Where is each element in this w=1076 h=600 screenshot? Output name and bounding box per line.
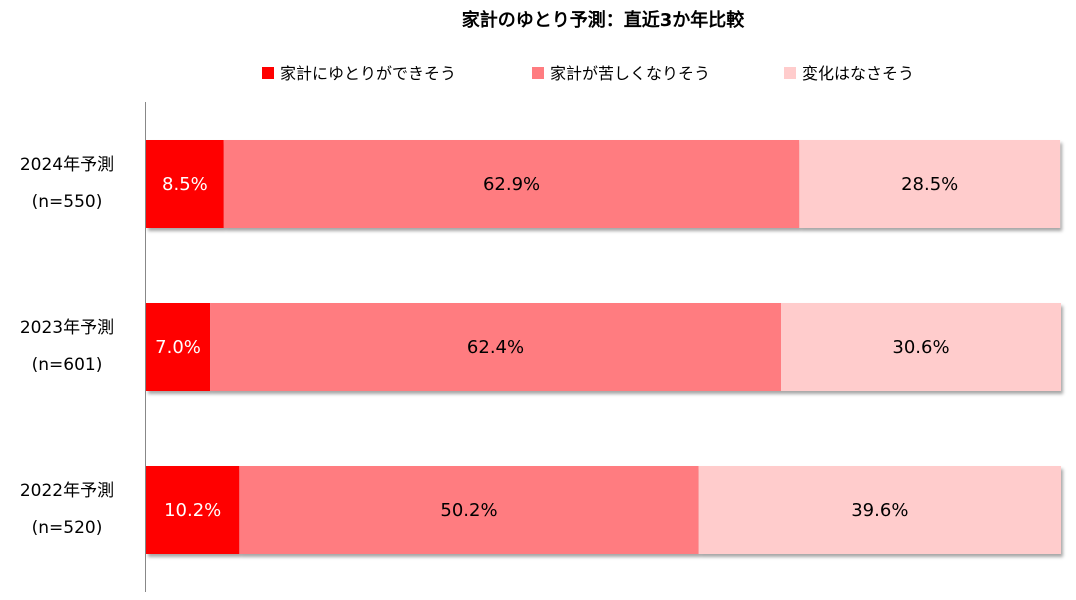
category-label-year: 2023年予測 [20,318,114,338]
category-labels: 2024年予測 (n=550) 2023年予測 (n=601) 2022年予測 (n=52… [20,155,114,538]
bar-row-0 [146,140,1061,228]
bar-segment [146,140,224,228]
chart-title: 家計のゆとり予測：直近3か年比較 [462,9,746,31]
category-label-n: (n=550) [32,192,103,212]
bar-segment [146,303,211,391]
bar-row-2 [146,466,1061,554]
legend-label-1: 家計が苦しくなりそう [550,64,710,83]
bar-segment [146,466,240,554]
bar-value-label: 7.0% [155,337,201,358]
bar-value-label: 30.6% [892,337,949,358]
category-label-year: 2022年予測 [20,481,114,501]
bar-value-label: 50.2% [440,500,497,521]
bar-segment [223,140,800,228]
legend-swatch-2 [784,67,796,79]
bar-segment [799,140,1061,228]
bar-value-label: 28.5% [901,174,958,195]
bar-value-label: 39.6% [851,500,908,521]
category-label-year: 2024年予測 [20,155,114,175]
bar-segment [239,466,699,554]
bar-value-label: 62.9% [483,174,540,195]
bars: 8.5% 62.9% 28.5% 7.0% 62.4% 30.6% 10.2% 50.2% 39… [146,140,1061,554]
legend-swatch-0 [262,67,274,79]
bar-segment [781,303,1061,391]
bar-value-label: 8.5% [162,174,208,195]
bar-segment [210,303,782,391]
bar-segment [698,466,1061,554]
bar-value-label: 62.4% [467,337,524,358]
legend: 家計にゆとりができそう 家計が苦しくなりそう 変化はなさそう [262,64,914,83]
legend-swatch-1 [532,67,544,79]
category-label-n: (n=520) [32,518,103,538]
category-label-n: (n=601) [32,355,103,375]
bar-value-label: 10.2% [164,500,221,521]
bar-row-1 [146,303,1061,391]
legend-label-2: 変化はなさそう [802,64,914,83]
legend-label-0: 家計にゆとりができそう [280,64,456,83]
